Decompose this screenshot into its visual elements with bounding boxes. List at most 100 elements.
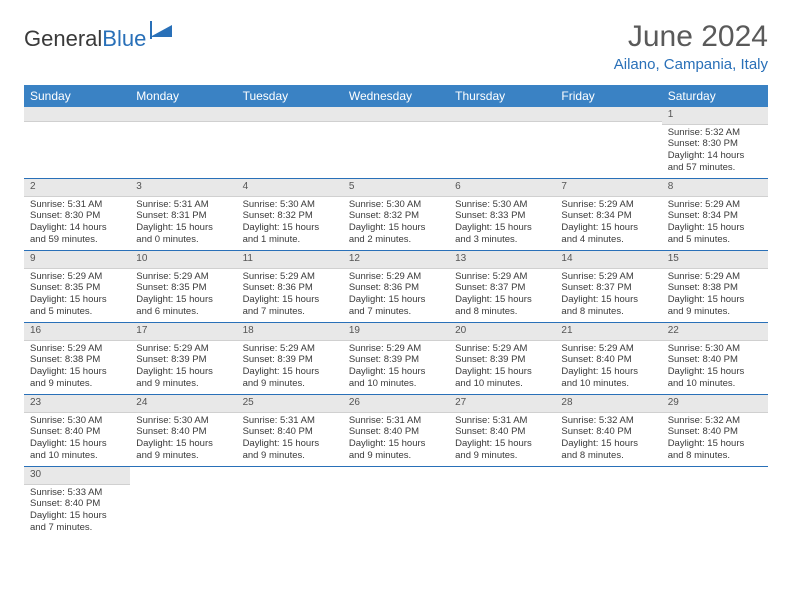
page-title: June 2024: [614, 20, 768, 54]
calendar-cell: 5Sunrise: 5:30 AMSunset: 8:32 PMDaylight…: [343, 179, 449, 251]
sunset-text: Sunset: 8:30 PM: [30, 210, 124, 222]
calendar-cell: 9Sunrise: 5:29 AMSunset: 8:35 PMDaylight…: [24, 251, 130, 323]
sunset-text: Sunset: 8:34 PM: [561, 210, 655, 222]
calendar-cell: 12Sunrise: 5:29 AMSunset: 8:36 PMDayligh…: [343, 251, 449, 323]
day-number: 21: [555, 323, 661, 341]
day-header: Wednesday: [343, 85, 449, 107]
calendar-cell: 16Sunrise: 5:29 AMSunset: 8:38 PMDayligh…: [24, 323, 130, 395]
day-header: Friday: [555, 85, 661, 107]
daylight-text: Daylight: 15 hours and 7 minutes.: [30, 510, 124, 534]
sunrise-text: Sunrise: 5:31 AM: [243, 415, 337, 427]
logo-text-2: Blue: [102, 26, 146, 52]
sunrise-text: Sunrise: 5:29 AM: [561, 271, 655, 283]
daylight-text: Daylight: 15 hours and 8 minutes.: [561, 438, 655, 462]
day-number: 6: [449, 179, 555, 197]
calendar-cell: 8Sunrise: 5:29 AMSunset: 8:34 PMDaylight…: [662, 179, 768, 251]
daylight-text: Daylight: 15 hours and 8 minutes.: [668, 438, 762, 462]
day-number: 3: [130, 179, 236, 197]
day-number: 2: [24, 179, 130, 197]
sunrise-text: Sunrise: 5:31 AM: [136, 199, 230, 211]
calendar-cell: [24, 107, 130, 179]
calendar-cell: 28Sunrise: 5:32 AMSunset: 8:40 PMDayligh…: [555, 395, 661, 467]
location-text: Ailano, Campania, Italy: [614, 56, 768, 73]
calendar-cell: 23Sunrise: 5:30 AMSunset: 8:40 PMDayligh…: [24, 395, 130, 467]
calendar-cell: [343, 107, 449, 179]
calendar-cell: 7Sunrise: 5:29 AMSunset: 8:34 PMDaylight…: [555, 179, 661, 251]
calendar-cell: 17Sunrise: 5:29 AMSunset: 8:39 PMDayligh…: [130, 323, 236, 395]
sunset-text: Sunset: 8:36 PM: [349, 282, 443, 294]
calendar-cell: 10Sunrise: 5:29 AMSunset: 8:35 PMDayligh…: [130, 251, 236, 323]
cell-body: Sunrise: 5:29 AMSunset: 8:37 PMDaylight:…: [555, 269, 661, 323]
sunset-text: Sunset: 8:39 PM: [243, 354, 337, 366]
cell-body: Sunrise: 5:31 AMSunset: 8:40 PMDaylight:…: [343, 413, 449, 467]
daylight-text: Daylight: 15 hours and 9 minutes.: [243, 366, 337, 390]
sunset-text: Sunset: 8:40 PM: [455, 426, 549, 438]
sunrise-text: Sunrise: 5:29 AM: [561, 199, 655, 211]
day-number: 9: [24, 251, 130, 269]
cell-body: Sunrise: 5:31 AMSunset: 8:30 PMDaylight:…: [24, 197, 130, 251]
daylight-text: Daylight: 15 hours and 6 minutes.: [136, 294, 230, 318]
empty-daynum-strip: [343, 107, 449, 122]
day-number: 4: [237, 179, 343, 197]
day-number: 22: [662, 323, 768, 341]
sunrise-text: Sunrise: 5:29 AM: [136, 343, 230, 355]
sunset-text: Sunset: 8:40 PM: [561, 354, 655, 366]
daylight-text: Daylight: 14 hours and 57 minutes.: [668, 150, 762, 174]
cell-body: Sunrise: 5:32 AMSunset: 8:30 PMDaylight:…: [662, 125, 768, 179]
sunrise-text: Sunrise: 5:32 AM: [668, 127, 762, 139]
cell-body: Sunrise: 5:29 AMSunset: 8:39 PMDaylight:…: [449, 341, 555, 395]
calendar-week-row: 16Sunrise: 5:29 AMSunset: 8:38 PMDayligh…: [24, 323, 768, 395]
day-number: 18: [237, 323, 343, 341]
calendar-cell: 20Sunrise: 5:29 AMSunset: 8:39 PMDayligh…: [449, 323, 555, 395]
calendar-week-row: 23Sunrise: 5:30 AMSunset: 8:40 PMDayligh…: [24, 395, 768, 467]
sunrise-text: Sunrise: 5:29 AM: [349, 271, 443, 283]
calendar-week-row: 2Sunrise: 5:31 AMSunset: 8:30 PMDaylight…: [24, 179, 768, 251]
day-number: 10: [130, 251, 236, 269]
daylight-text: Daylight: 15 hours and 10 minutes.: [668, 366, 762, 390]
sunset-text: Sunset: 8:30 PM: [668, 138, 762, 150]
sunset-text: Sunset: 8:40 PM: [668, 354, 762, 366]
sunset-text: Sunset: 8:32 PM: [349, 210, 443, 222]
calendar-body: 1Sunrise: 5:32 AMSunset: 8:30 PMDaylight…: [24, 107, 768, 538]
calendar-header-row: SundayMondayTuesdayWednesdayThursdayFrid…: [24, 85, 768, 107]
cell-body: Sunrise: 5:29 AMSunset: 8:36 PMDaylight:…: [343, 269, 449, 323]
cell-body: Sunrise: 5:29 AMSunset: 8:34 PMDaylight:…: [555, 197, 661, 251]
calendar-week-row: 9Sunrise: 5:29 AMSunset: 8:35 PMDaylight…: [24, 251, 768, 323]
cell-body: Sunrise: 5:30 AMSunset: 8:40 PMDaylight:…: [130, 413, 236, 467]
calendar-cell: 14Sunrise: 5:29 AMSunset: 8:37 PMDayligh…: [555, 251, 661, 323]
cell-body: Sunrise: 5:29 AMSunset: 8:39 PMDaylight:…: [237, 341, 343, 395]
daylight-text: Daylight: 15 hours and 9 minutes.: [136, 438, 230, 462]
logo-text-1: General: [24, 26, 102, 52]
sunrise-text: Sunrise: 5:29 AM: [349, 343, 443, 355]
calendar-cell: 15Sunrise: 5:29 AMSunset: 8:38 PMDayligh…: [662, 251, 768, 323]
sunrise-text: Sunrise: 5:29 AM: [136, 271, 230, 283]
daylight-text: Daylight: 15 hours and 10 minutes.: [30, 438, 124, 462]
calendar-cell: [237, 467, 343, 539]
sunset-text: Sunset: 8:39 PM: [136, 354, 230, 366]
cell-body: Sunrise: 5:31 AMSunset: 8:40 PMDaylight:…: [237, 413, 343, 467]
calendar-cell: 30Sunrise: 5:33 AMSunset: 8:40 PMDayligh…: [24, 467, 130, 539]
daylight-text: Daylight: 15 hours and 9 minutes.: [243, 438, 337, 462]
cell-body: Sunrise: 5:32 AMSunset: 8:40 PMDaylight:…: [555, 413, 661, 467]
sunset-text: Sunset: 8:33 PM: [455, 210, 549, 222]
calendar-cell: 18Sunrise: 5:29 AMSunset: 8:39 PMDayligh…: [237, 323, 343, 395]
calendar-cell: 6Sunrise: 5:30 AMSunset: 8:33 PMDaylight…: [449, 179, 555, 251]
calendar-cell: [555, 467, 661, 539]
sunrise-text: Sunrise: 5:29 AM: [30, 271, 124, 283]
cell-body: Sunrise: 5:32 AMSunset: 8:40 PMDaylight:…: [662, 413, 768, 467]
sunset-text: Sunset: 8:40 PM: [561, 426, 655, 438]
cell-body: Sunrise: 5:30 AMSunset: 8:40 PMDaylight:…: [24, 413, 130, 467]
calendar-cell: 2Sunrise: 5:31 AMSunset: 8:30 PMDaylight…: [24, 179, 130, 251]
sunrise-text: Sunrise: 5:32 AM: [668, 415, 762, 427]
sunrise-text: Sunrise: 5:29 AM: [668, 199, 762, 211]
sunrise-text: Sunrise: 5:29 AM: [30, 343, 124, 355]
calendar-cell: 22Sunrise: 5:30 AMSunset: 8:40 PMDayligh…: [662, 323, 768, 395]
daylight-text: Daylight: 14 hours and 59 minutes.: [30, 222, 124, 246]
daylight-text: Daylight: 15 hours and 9 minutes.: [455, 438, 549, 462]
sunrise-text: Sunrise: 5:31 AM: [349, 415, 443, 427]
day-number: 13: [449, 251, 555, 269]
sunrise-text: Sunrise: 5:29 AM: [668, 271, 762, 283]
calendar-cell: 19Sunrise: 5:29 AMSunset: 8:39 PMDayligh…: [343, 323, 449, 395]
day-number: 23: [24, 395, 130, 413]
day-number: 16: [24, 323, 130, 341]
